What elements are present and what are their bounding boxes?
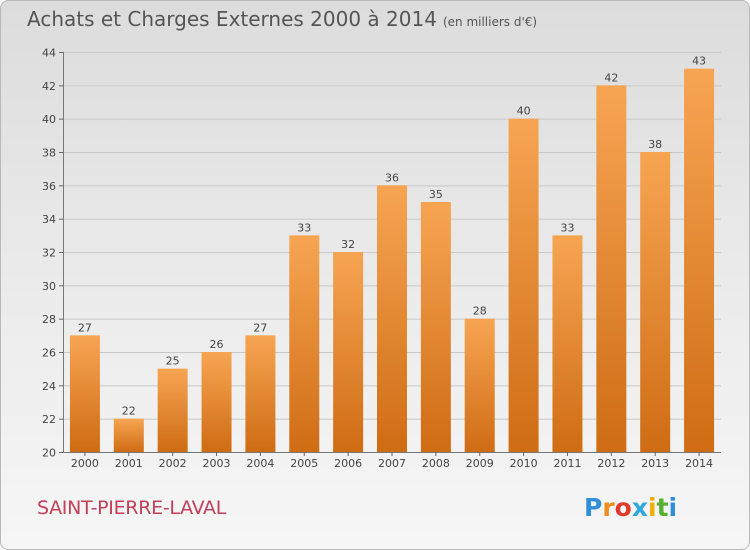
data-label: 43 [692,55,706,68]
bar-2013 [640,152,671,452]
y-tick-label: 44 [42,47,56,60]
data-label: 42 [604,71,618,84]
chart-title-text: Achats et Charges Externes 2000 à 2014 [27,7,437,31]
data-label: 25 [166,355,180,368]
y-tick-label: 22 [42,413,56,426]
axes: 20 22 24 26 28 30 32 34 36 38 40 42 44 2000 2001 2002 20… [42,47,721,470]
data-label: 28 [473,305,487,318]
x-tick-label: 2008 [422,457,450,470]
data-label: 33 [560,221,574,234]
x-tick-label: 2000 [71,457,99,470]
bar-2008 [420,202,451,452]
y-tick-label: 42 [42,80,56,93]
logo-letter: r [602,493,615,522]
data-label: 33 [297,221,311,234]
y-tick-label: 28 [42,313,56,326]
data-label: 38 [648,138,662,151]
y-tick-label: 38 [42,147,56,160]
chart-title: Achats et Charges Externes 2000 à 2014 (e… [27,7,537,31]
bar-2006 [333,252,364,452]
x-tick-label: 2002 [159,457,187,470]
logo-letter: o [614,493,632,522]
bar-2010 [508,118,539,453]
bar-2011 [552,235,583,452]
y-tick-label: 24 [42,380,56,393]
x-tick-label: 2009 [466,457,494,470]
commune-name: SAINT-PIERRE-LAVAL [37,497,227,519]
y-tick-label: 32 [42,247,56,260]
logo-letter: P [584,493,603,522]
bar-2000 [69,335,100,452]
bar-2002 [157,368,188,452]
bar-2007 [377,185,407,453]
y-tick-label: 30 [42,280,56,293]
bar-2004 [245,335,276,452]
data-label: 40 [517,105,531,118]
x-tick-label: 2013 [641,457,669,470]
bar-2009 [464,318,495,452]
y-tick-label: 26 [42,347,56,360]
data-label: 35 [429,188,443,201]
x-tick-label: 2006 [334,457,362,470]
bars: 27 22 25 26 27 33 32 36 35 28 40 33 42 38 43 [69,55,715,453]
logo-letter: i [648,493,657,522]
y-tick-label: 20 [42,447,56,460]
x-tick-label: 2011 [553,457,581,470]
data-label: 27 [78,321,92,334]
data-label: 36 [385,171,399,184]
y-tick-label: 34 [42,213,56,226]
x-tick-label: 2012 [597,457,625,470]
x-tick-label: 2001 [115,457,143,470]
logo-letter: t [656,493,669,522]
x-tick-label: 2010 [510,457,538,470]
data-label: 26 [210,338,224,351]
bar-2003 [201,352,232,452]
data-label: 22 [122,405,136,418]
x-tick-label: 2003 [203,457,231,470]
x-tick-label: 2014 [685,457,713,470]
y-tick-label: 40 [42,113,56,126]
logo-letter: i [668,493,678,522]
bar-2001 [113,418,144,452]
x-tick-label: 2004 [246,457,274,470]
x-tick-label: 2007 [378,457,406,470]
y-tick-label: 36 [42,180,56,193]
chart-subtitle: (en milliers d'€) [442,15,538,29]
bar-2012 [596,85,627,452]
logo-letter: x [631,493,648,522]
data-label: 27 [253,321,267,334]
x-tick-label: 2005 [290,457,318,470]
data-label: 32 [341,238,355,251]
bar-2005 [289,235,320,452]
bar-2014 [684,68,715,453]
proxiti-logo: Proxiti [584,493,677,522]
